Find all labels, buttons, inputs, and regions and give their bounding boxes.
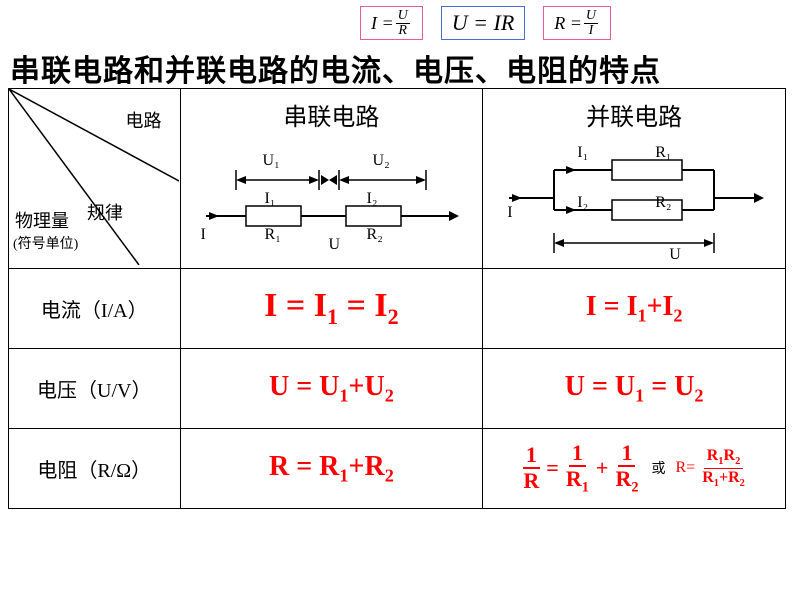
corner-label-circuit: 电路 xyxy=(126,107,162,133)
corner-label-quantity: 物理量 xyxy=(15,207,69,233)
formula-box-1: I = U R xyxy=(360,6,423,40)
formula-box-2: U = IR xyxy=(441,6,526,40)
voltage-parallel: U = U1 = U2 xyxy=(483,349,786,429)
resistance-series: R = R1+R2 xyxy=(180,429,483,509)
voltage-series: U = U1+U2 xyxy=(180,349,483,429)
current-parallel: I = I1+I2 xyxy=(483,269,786,349)
corner-label-unit: (符号单位) xyxy=(13,233,78,253)
parallel-circuit-diagram: I I₁ I₂ R₁ R₂ U xyxy=(483,138,785,268)
row-resistance-label: 电阻（R/Ω） xyxy=(9,429,181,509)
corner-label-rule: 规律 xyxy=(87,199,123,225)
resistance-parallel: 1R = 1R1 + 1R2 或 R= R1R2R1+R2 xyxy=(483,429,786,509)
parallel-title: 并联电路 xyxy=(483,97,785,132)
page-title: 串联电路和并联电路的电流、电压、电阻的特点 xyxy=(10,46,661,90)
formula-bar: I = U R U = IR R = U I xyxy=(360,6,611,40)
formula-1-lhs: I = xyxy=(371,13,394,34)
row-current-label: 电流（I/A） xyxy=(9,269,181,349)
parallel-column-header: 并联电路 xyxy=(483,89,786,269)
current-series: I = I1 = I2 xyxy=(180,269,483,349)
formula-box-3: R = U I xyxy=(543,6,611,40)
comparison-table: 电路 规律 物理量 (符号单位) 串联电路 xyxy=(8,88,786,509)
corner-header-cell: 电路 规律 物理量 (符号单位) xyxy=(9,89,181,269)
formula-3-lhs: R = xyxy=(554,13,582,34)
series-column-header: 串联电路 xyxy=(180,89,483,269)
row-voltage-label: 电压（U/V） xyxy=(9,349,181,429)
series-circuit-diagram: I I₁ I₂ R₁ R₂ U₁ U₂ U xyxy=(181,138,483,268)
series-title: 串联电路 xyxy=(181,97,483,132)
formula-2: U = IR xyxy=(452,10,515,36)
formula-1-frac: U R xyxy=(396,9,410,38)
formula-3-frac: U I xyxy=(584,9,598,38)
